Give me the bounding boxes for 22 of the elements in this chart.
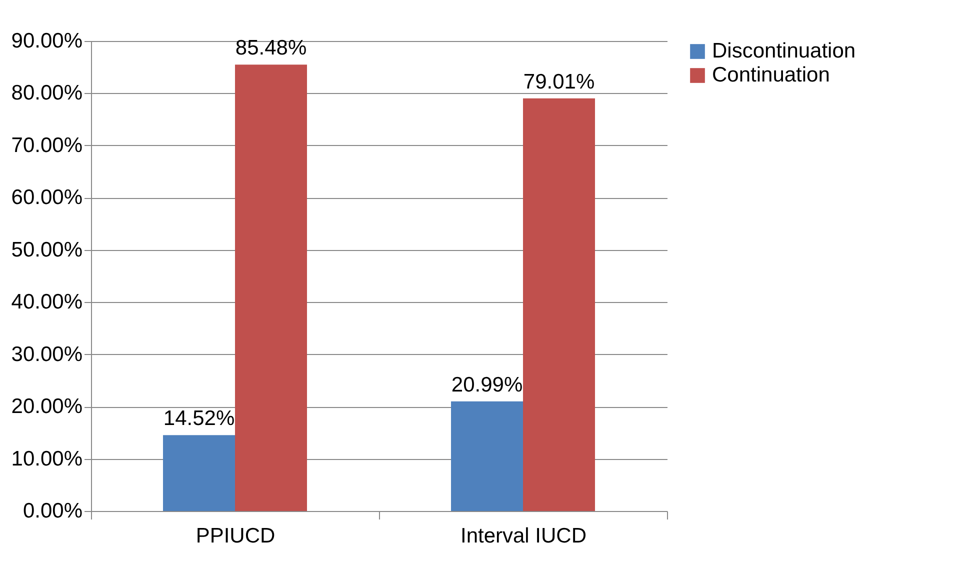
- bar: [235, 64, 307, 511]
- y-tick-label: 60.00%: [11, 186, 82, 210]
- y-tick-label: 30.00%: [11, 342, 82, 366]
- data-label: 14.52%: [163, 407, 235, 430]
- y-tick-label: 50.00%: [11, 238, 82, 262]
- y-tick-label: 20.00%: [11, 395, 82, 418]
- data-label: 85.48%: [235, 36, 307, 60]
- x-tick-label: Interval IUCD: [460, 524, 587, 548]
- legend-label: Continuation: [712, 64, 830, 86]
- data-label: 79.01%: [523, 70, 595, 94]
- y-tick-label: 0.00%: [22, 500, 82, 522]
- bar: [451, 401, 523, 511]
- y-tick-label: 40.00%: [11, 290, 82, 314]
- y-tick-label: 10.00%: [11, 447, 82, 470]
- bar: [523, 98, 595, 511]
- legend-label: Discontinuation: [712, 40, 856, 62]
- y-tick-label: 70.00%: [11, 134, 82, 157]
- bar: [163, 435, 235, 511]
- y-tick-label: 90.00%: [11, 30, 82, 52]
- x-tick-label: PPIUCD: [196, 524, 276, 548]
- data-label: 20.99%: [451, 373, 523, 396]
- y-tick-label: 80.00%: [11, 82, 82, 105]
